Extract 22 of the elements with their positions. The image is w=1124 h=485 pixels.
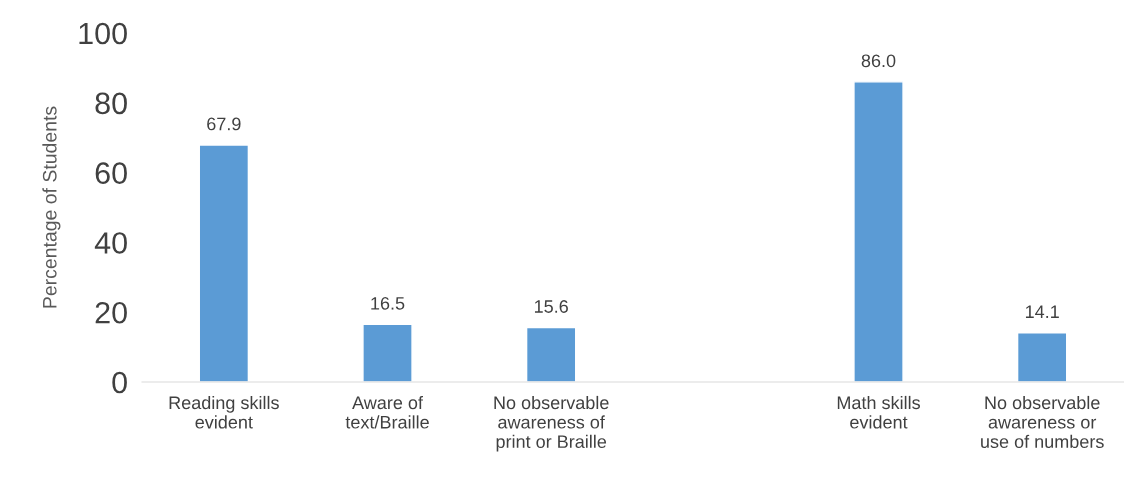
x-tick-label: Math skills evident: [837, 395, 920, 429]
x-tick-label: Aware of text/Braille: [345, 395, 429, 429]
data-label: 16.5: [371, 296, 405, 310]
data-label: 86.0: [861, 54, 896, 68]
bar: [525, 326, 577, 382]
bar: [362, 323, 413, 382]
y-axis-title: Percentage of Students: [42, 106, 61, 308]
x-tick-label: Reading skills evident: [169, 395, 279, 429]
data-label: 67.9: [207, 117, 241, 131]
bar: [198, 144, 250, 382]
bar: [853, 81, 904, 382]
x-tick-label: No observable awareness or use of numbers: [981, 395, 1104, 449]
y-tick-label: 60: [95, 162, 127, 184]
y-tick-label: 40: [94, 232, 127, 254]
y-tick-label: 20: [95, 301, 127, 324]
y-tick-label: 0: [112, 371, 127, 394]
x-tick-label: No observable awareness of print or Braille: [494, 395, 609, 452]
y-tick-label: 100: [79, 22, 127, 45]
data-label: 15.6: [534, 300, 568, 313]
y-tick-label: 80: [95, 92, 127, 115]
bar: [1016, 332, 1068, 382]
data-label: 14.1: [1025, 305, 1059, 318]
